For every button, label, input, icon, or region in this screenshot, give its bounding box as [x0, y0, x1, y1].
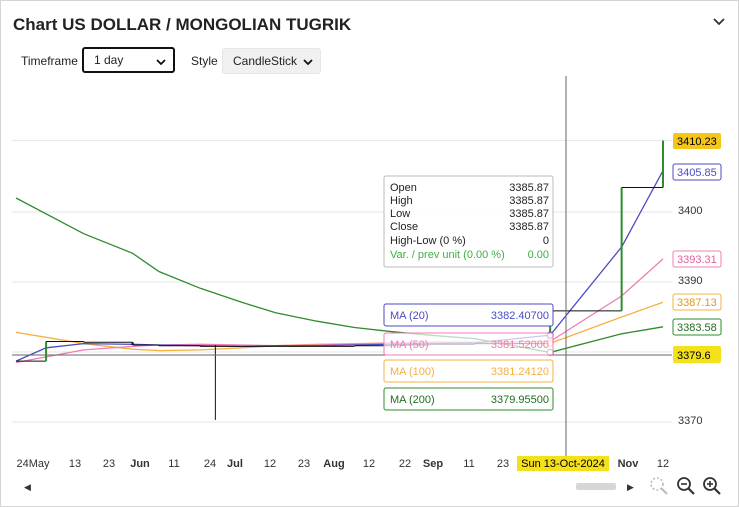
style-select[interactable]: CandleStick — [222, 48, 321, 74]
price-tag-ma200-text: 3383.58 — [677, 322, 717, 334]
zoom-in-icon[interactable] — [701, 475, 723, 497]
price-tag-cursor-text: 3379.6 — [677, 350, 711, 362]
scroll-thumb[interactable] — [576, 483, 616, 490]
y-tick-label: 3390 — [678, 275, 702, 287]
x-tick-label: 12 — [264, 458, 276, 470]
tooltip-close-label: Close — [390, 221, 418, 233]
ma-box-value: 3381.24120 — [491, 366, 549, 378]
x-tick-label: 23 — [103, 458, 115, 470]
price-tag-last-text: 3410.23 — [677, 136, 717, 148]
x-tick-label: 12 — [657, 458, 669, 470]
ma-box-value: 3381.52000 — [491, 339, 549, 351]
tooltip-close-value: 3385.87 — [509, 221, 549, 233]
zoom-reset-icon[interactable] — [648, 475, 670, 497]
ma-box-label: MA (100) — [390, 366, 435, 378]
timeframe-value: 1 day — [94, 53, 124, 67]
ma-box-20: MA (20) 3382.40700 — [383, 303, 554, 327]
x-tick-label: 11 — [168, 458, 179, 470]
y-tick-label: 3400 — [678, 205, 702, 217]
price-tag-cursor: 3379.6 — [673, 346, 721, 363]
collapse-chevron-icon[interactable] — [712, 14, 726, 28]
chevron-down-icon — [156, 59, 166, 66]
ma-box-200: MA (200) 3379.95500 — [383, 387, 554, 411]
ma-box-100: MA (100) 3381.24120 — [383, 359, 554, 383]
tooltip-open-value: 3385.87 — [509, 182, 549, 194]
x-tick-label: Aug — [323, 458, 344, 470]
chart-title: Chart US DOLLAR / MONGOLIAN TUGRIK — [13, 15, 352, 34]
price-tag-ma20: 3405.85 — [672, 163, 722, 181]
tooltip-low-label: Low — [390, 208, 410, 220]
price-tag-last: 3410.23 — [673, 133, 721, 149]
x-tick-label: Jul — [227, 458, 243, 470]
style-value: CandleStick — [233, 54, 298, 68]
tooltip-high-label: High — [390, 195, 413, 207]
ma-box-50: MA (50) 3381.52000 — [383, 332, 554, 356]
x-tick-label: 12 — [363, 458, 375, 470]
ma-box-value: 3382.40700 — [491, 310, 549, 322]
chevron-down-icon — [303, 59, 313, 66]
chart-grid — [12, 139, 672, 423]
tooltip-var-label: Var. / prev unit (0.00 %) — [390, 249, 505, 261]
price-tag-ma100-text: 3387.13 — [677, 297, 717, 309]
x-tick-label: 22 — [399, 458, 411, 470]
price-tag-ma200: 3383.58 — [672, 318, 722, 336]
x-tick-label: 24May — [16, 458, 50, 470]
ma-box-value: 3379.95500 — [491, 394, 549, 406]
ohlc-tooltip: Open 3385.87 High 3385.87 Low 3385.87 Cl… — [383, 175, 554, 268]
price-tag-ma50-text: 3393.31 — [677, 254, 717, 266]
price-tag-ma50: 3393.31 — [672, 250, 722, 268]
horizontal-scrollbar[interactable]: ◀ ▶ — [14, 477, 634, 495]
tooltip-high-value: 3385.87 — [509, 195, 549, 207]
y-tick-label: 3370 — [678, 415, 702, 427]
price-tag-ma100: 3387.13 — [672, 293, 722, 311]
ma-box-label: MA (200) — [390, 394, 435, 406]
crosshair-date-badge — [517, 456, 609, 471]
tooltip-open-label: Open — [390, 182, 417, 194]
x-tick-label: Sep — [423, 458, 443, 470]
scroll-right-icon[interactable]: ▶ — [627, 482, 634, 492]
zoom-out-icon[interactable] — [675, 475, 697, 497]
x-tick-label: 24 — [204, 458, 216, 470]
x-tick-label: Jun — [130, 458, 150, 470]
timeframe-select[interactable]: 1 day — [82, 47, 175, 73]
ma-box-label: MA (50) — [390, 339, 429, 351]
tooltip-var-value: 0.00 — [528, 249, 549, 261]
tooltip-range-value: 0 — [543, 235, 549, 247]
x-axis: 24May 13 23 Jun 11 24 Jul 12 23 Aug 12 22 Sep 11 23 Nov… — [16, 456, 669, 471]
x-tick-label: Nov — [618, 458, 640, 470]
tooltip-range-label: High-Low (0 %) — [390, 235, 466, 247]
timeframe-label: Timeframe — [21, 54, 78, 68]
scroll-left-icon[interactable]: ◀ — [24, 482, 31, 492]
price-tag-ma20-text: 3405.85 — [677, 167, 717, 179]
tooltip-low-value: 3385.87 — [509, 208, 549, 220]
x-tick-label: 23 — [298, 458, 310, 470]
ma-box-label: MA (20) — [390, 310, 429, 322]
x-tick-label: 13 — [69, 458, 81, 470]
crosshair-date-text: Sun 13-Oct-2024 — [521, 458, 605, 470]
x-tick-label: 23 — [497, 458, 509, 470]
style-label: Style — [191, 54, 218, 68]
x-tick-label: 11 — [463, 458, 474, 470]
